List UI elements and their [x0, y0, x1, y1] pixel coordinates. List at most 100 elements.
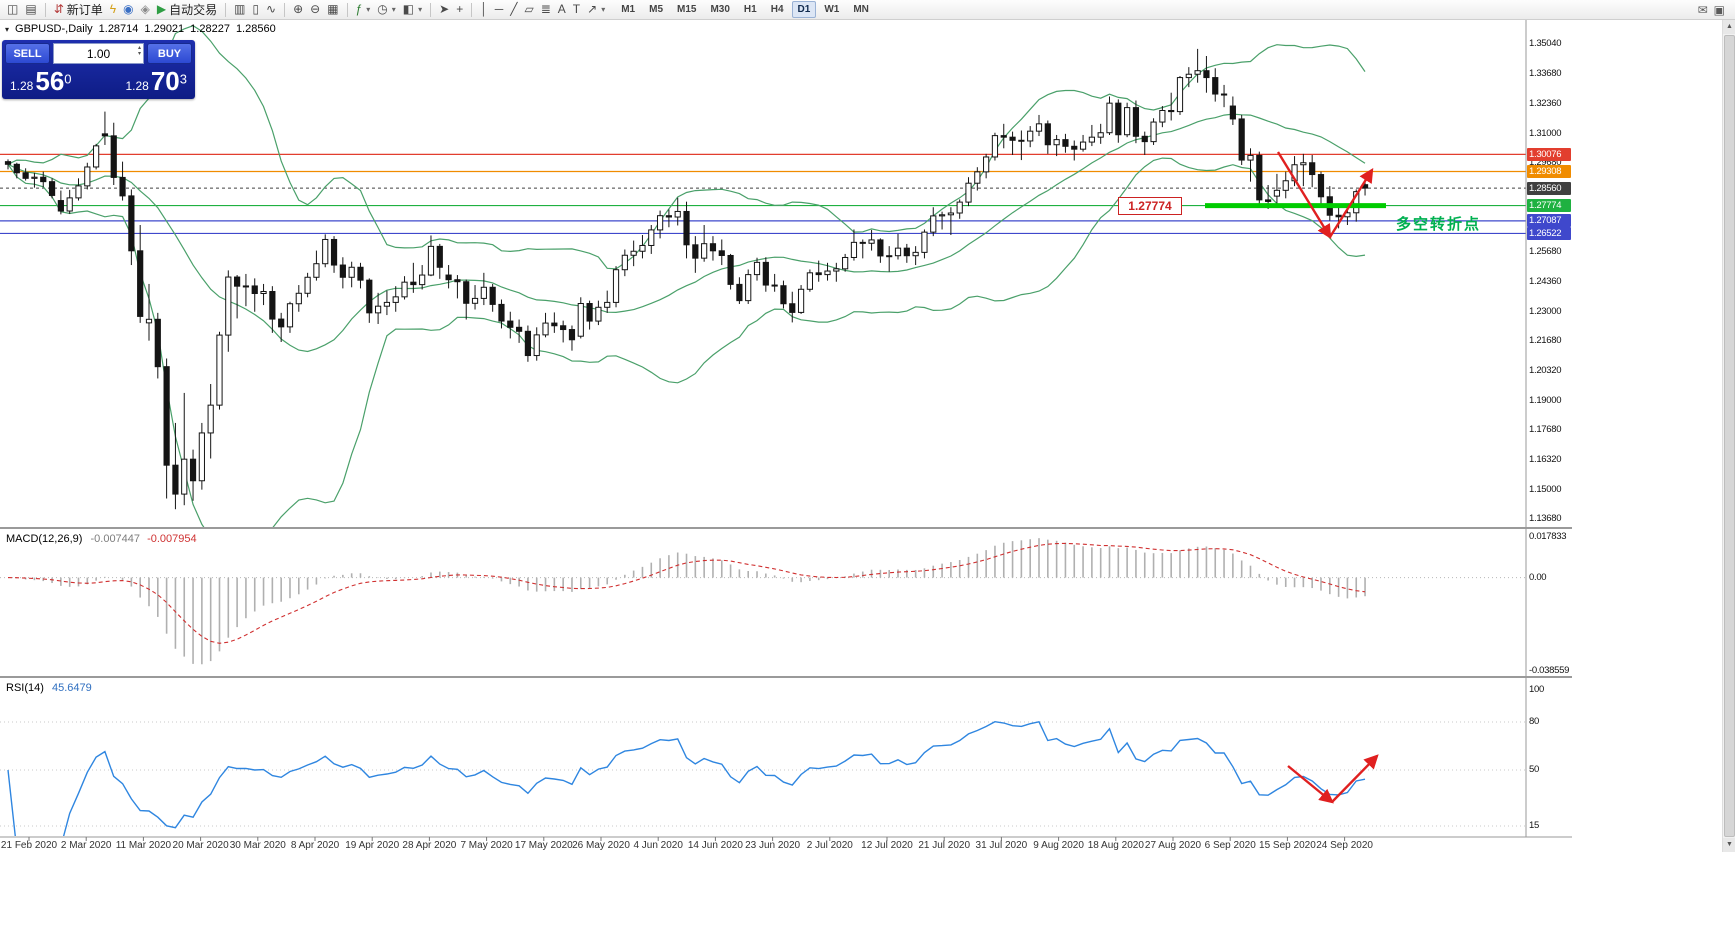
candle: [515, 319, 523, 343]
line-chart-icon[interactable]: ∿: [263, 1, 279, 18]
date-label: 30 Mar 2020: [229, 840, 286, 851]
toolbar-separator: [44, 2, 46, 17]
candle: [48, 178, 56, 199]
templates-icon[interactable]: ◧ ▾: [400, 1, 425, 18]
macd-histogram-layer: [16, 538, 1366, 665]
vertical-scrollbar[interactable]: ▲ ▼: [1722, 20, 1735, 852]
trend-arrow[interactable]: [1287, 765, 1334, 804]
expert-advisors-icon[interactable]: ϟ: [107, 1, 119, 18]
autotrading-button-label: 自动交易: [169, 3, 218, 17]
timeframe-m15[interactable]: M15: [677, 4, 697, 15]
horizontal-line-icon: ─: [494, 2, 504, 16]
candle: [22, 168, 29, 181]
candle: [322, 234, 329, 268]
sell-button[interactable]: SELL: [5, 43, 50, 64]
new-order-button[interactable]: ⇵ 新订单: [51, 1, 106, 18]
timeframe-mn[interactable]: MN: [853, 4, 869, 15]
tile-windows-icon[interactable]: ▦: [324, 1, 341, 18]
candle: [392, 286, 399, 312]
candle: [375, 292, 382, 324]
candlestick-chart-icon: ▯: [252, 2, 260, 16]
scroll-down-button[interactable]: ▼: [1723, 838, 1735, 852]
timeframe-h4[interactable]: H4: [770, 4, 784, 15]
indicators-icon[interactable]: ƒ ▾: [353, 1, 374, 18]
price-tag: 1.28560: [1527, 181, 1571, 195]
signals-icon[interactable]: ◈: [138, 1, 153, 18]
vertical-line-icon[interactable]: │: [477, 1, 491, 18]
scroll-up-button[interactable]: ▲: [1723, 20, 1735, 34]
timeframe-m1[interactable]: M1: [621, 4, 636, 15]
candle: [225, 270, 232, 352]
volume-input[interactable]: 1.00 ▴ ▾: [53, 43, 144, 64]
timeframe-h1[interactable]: H1: [743, 4, 757, 15]
candle: [436, 243, 443, 279]
label-icon[interactable]: T: [570, 1, 583, 18]
cursor-icon: ➤: [439, 2, 450, 16]
toolbar-separator: [430, 2, 432, 17]
periods-icon[interactable]: ◷ ▾: [374, 1, 399, 18]
buy-button[interactable]: BUY: [147, 43, 192, 64]
chevron-down-icon: ▾: [391, 5, 396, 14]
candle: [1000, 123, 1007, 149]
horizontal-line-icon[interactable]: ─: [492, 1, 507, 18]
text-icon[interactable]: A: [555, 1, 569, 18]
timeframe-d1[interactable]: D1: [791, 1, 817, 18]
zoom-out-icon[interactable]: ⊖: [307, 1, 323, 18]
candle: [1282, 171, 1289, 199]
alerts-icon[interactable]: ✉: [1697, 2, 1708, 17]
toolbar-separator: [471, 2, 473, 17]
cursor-icon[interactable]: ➤: [436, 1, 452, 18]
trend-arrow[interactable]: [1328, 167, 1374, 238]
sell-price[interactable]: 1.28560: [10, 66, 72, 96]
scrollbar-thumb[interactable]: [1724, 35, 1735, 837]
candle: [1071, 140, 1078, 161]
candle: [665, 209, 672, 228]
buy-price[interactable]: 1.28703: [125, 66, 187, 96]
price-scale[interactable]: 1.35040 1.33680 1.32360 1.31000 1.29680 1.256…: [1527, 0, 1573, 944]
trendline-icon[interactable]: ╱: [507, 1, 520, 18]
trend-arrow[interactable]: [1331, 754, 1379, 803]
candle: [278, 312, 285, 342]
candle: [339, 257, 346, 289]
candle: [965, 177, 972, 207]
price-callout[interactable]: 1.27774: [1118, 197, 1182, 215]
timeframe-m30[interactable]: M30: [710, 4, 730, 15]
candle: [568, 325, 576, 351]
candle: [674, 197, 681, 226]
candle: [101, 111, 109, 145]
timeframe-w1[interactable]: W1: [824, 4, 840, 15]
candle: [383, 290, 391, 316]
profiles-icon[interactable]: ▤: [22, 1, 39, 18]
rsi-scale-label: 50: [1529, 764, 1539, 775]
timeframe-m5[interactable]: M5: [649, 4, 664, 15]
zoom-in-icon[interactable]: ⊕: [290, 1, 306, 18]
candle: [815, 260, 822, 282]
bar-chart-icon[interactable]: ▥: [231, 1, 248, 18]
channel-icon[interactable]: ▱: [521, 1, 536, 18]
candlestick-chart-icon[interactable]: ▯: [249, 1, 262, 18]
new-chart-icon[interactable]: ◫: [4, 1, 21, 18]
candle: [93, 143, 100, 170]
volume-spinner[interactable]: ▴ ▾: [138, 45, 141, 57]
macd-scale-label: 0.017833: [1529, 531, 1567, 542]
autotrading-button[interactable]: ▶ 自动交易: [154, 1, 220, 18]
candle: [974, 167, 981, 191]
candle: [1247, 148, 1254, 182]
spinner-up-icon[interactable]: ▴: [137, 45, 141, 51]
date-label: 20 Mar 2020: [172, 840, 229, 851]
market-icon[interactable]: ◉: [120, 1, 136, 18]
macd-name: MACD(12,26,9): [6, 533, 83, 545]
trend-arrow[interactable]: [1276, 151, 1332, 240]
candle: [1097, 123, 1104, 144]
arrows-icon[interactable]: ↗ ▾: [584, 1, 608, 18]
layout-icon[interactable]: ▣: [1713, 2, 1725, 17]
candle: [630, 240, 637, 267]
crosshair-icon[interactable]: +: [453, 1, 466, 18]
candle: [1062, 133, 1069, 153]
annotation-note[interactable]: 多空转折点: [1396, 216, 1482, 233]
fibonacci-icon[interactable]: ≣: [538, 1, 554, 18]
spinner-down-icon[interactable]: ▾: [137, 51, 141, 57]
candle: [198, 422, 205, 490]
